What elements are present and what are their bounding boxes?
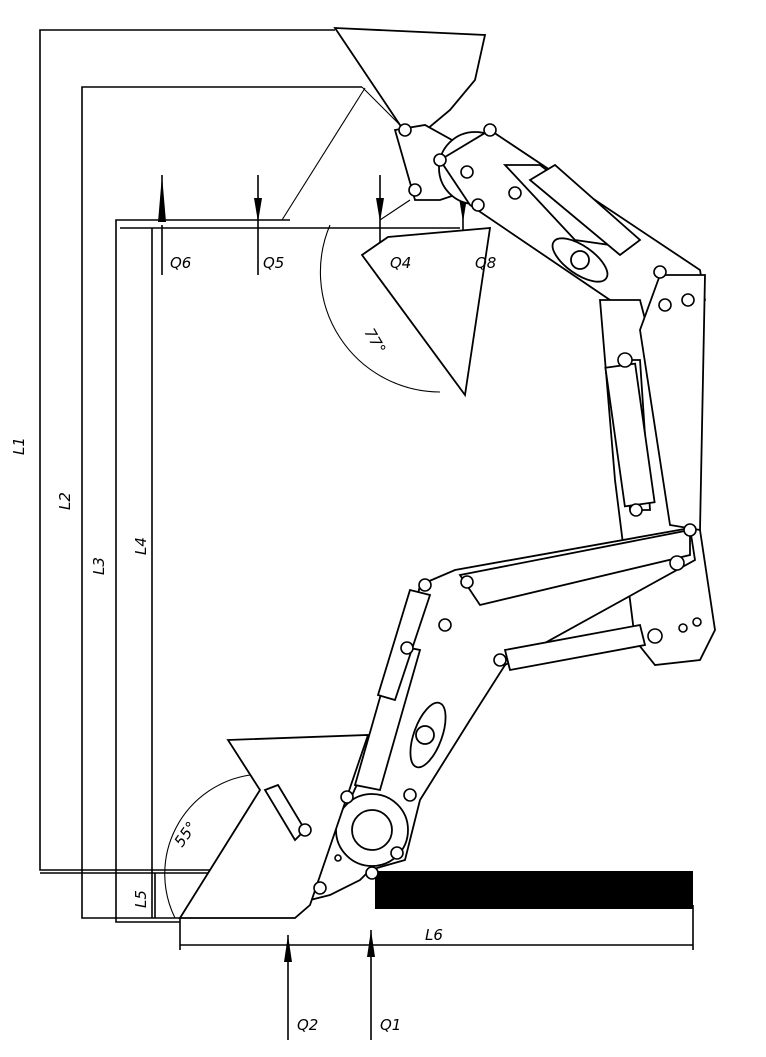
arrow-Q2-head [284,935,292,962]
label-L3: L3 [90,557,108,575]
arrow-Q8-head [459,198,467,222]
label-L6: L6 [425,926,443,944]
ground-block [375,871,693,909]
arrow-Q4-head [376,198,384,222]
label-Q4: Q4 [390,254,411,272]
dim-L2-line [81,86,362,919]
label-L5: L5 [132,890,150,908]
dimension-labels: L1 L2 L3 L4 L5 L6 [10,437,443,944]
angle-arc-raised [319,224,441,393]
label-Q1: Q1 [380,1016,401,1034]
label-Q6: Q6 [170,254,191,272]
load-arrows-bottom [284,930,375,1040]
label-L1: L1 [10,437,28,455]
label-Q8: Q8 [475,254,496,272]
raised-boom [438,128,706,342]
label-angle-lowered: 55° [171,818,201,850]
mast [599,274,716,666]
label-Q5: Q5 [263,254,284,272]
label-Q2: Q2 [297,1016,318,1034]
load-labels: Q6 Q5 Q4 Q8 Q2 Q1 [170,254,496,1034]
bucket-lowered [178,734,370,919]
bucket-raised-dumped [360,227,492,398]
arrow-Q5-head [254,198,262,222]
dim-L3-line [115,219,290,923]
arrow-Q1-head [367,930,375,957]
angle-arc-lowered [164,774,251,919]
label-L2: L2 [56,492,74,510]
dim-L1-line [39,29,365,871]
label-L4: L4 [132,537,150,555]
label-angle-raised: 77° [361,325,390,357]
bucket-raised-curled [281,27,487,221]
pivot-pins [298,123,702,895]
lowered-boom [338,526,696,871]
